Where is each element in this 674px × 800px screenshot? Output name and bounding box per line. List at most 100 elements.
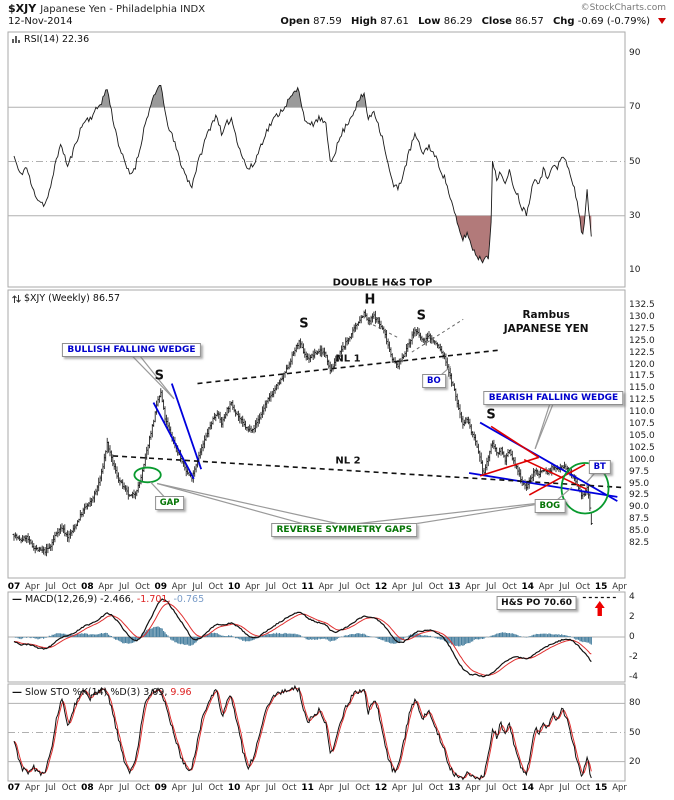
xaxis-year-label: 14	[521, 582, 535, 592]
xaxis-month-label: Oct	[502, 783, 517, 793]
ticker-name: Japanese Yen - Philadelphia INDX	[40, 4, 206, 15]
trendline-blue-1	[170, 383, 203, 470]
callout-pointer	[156, 482, 345, 526]
price-ytick: 97.5	[629, 466, 650, 477]
price-ytick: 100.0	[629, 454, 655, 465]
macd-panel-label: — MACD(12,26,9) -2.466, -1.701, -0.765	[12, 594, 204, 605]
right-shoulder-label: S	[416, 308, 427, 324]
price-ytick: 125.0	[629, 335, 655, 346]
xaxis-year-label: 09	[154, 783, 168, 793]
xaxis-month-label: Oct	[428, 783, 444, 793]
japanese-yen-label: JAPANESE YEN	[503, 323, 589, 336]
price-ytick: 82.5	[629, 538, 650, 548]
ticker-symbol: $XJY	[8, 2, 37, 15]
gap-ellipse	[133, 466, 162, 484]
rsi-ytick: 10	[629, 265, 641, 275]
trendline-black-8	[197, 349, 499, 385]
xaxis-month-label: Jul	[45, 582, 56, 592]
macd-label-segment: -1.701,	[136, 594, 171, 605]
rsi-panel-border	[7, 31, 626, 288]
xaxis-month-label: Apr	[391, 783, 407, 793]
callout-pointer	[131, 354, 175, 400]
header: $XJY Japanese Yen - Philadelphia INDX ©St…	[8, 2, 666, 15]
trendline-red-7	[528, 463, 586, 496]
left-shoulder-label: S	[299, 316, 309, 332]
price-bars	[12, 309, 593, 557]
chg-value: -0.69 (-0.79%)	[577, 16, 650, 27]
xaxis-month-label: Jul	[45, 783, 56, 793]
macd-legend-dash-icon: —	[12, 593, 22, 605]
rsi-overbought-fill	[284, 87, 302, 108]
indicator-icon	[12, 36, 20, 43]
xaxis-month-label: Jul	[192, 582, 203, 592]
xaxis-month-label: Apr	[245, 783, 260, 793]
price-ytick: 122.5	[629, 347, 655, 358]
quote-bar: Open 87.59 High 87.61 Low 86.29 Close 86…	[280, 16, 666, 27]
rsi-oversold-fill	[579, 215, 585, 234]
rsi-oversold-fill	[455, 215, 492, 263]
price-ytick: 117.5	[629, 371, 655, 382]
macd-histogram	[14, 626, 592, 647]
trendline-gray-11	[411, 318, 464, 353]
sto-label-segment: Slow STO %K(14) %D(3) 3.09,	[25, 687, 168, 698]
xaxis-month-label: Apr	[245, 582, 260, 592]
shoulder-2013-label: S	[486, 407, 496, 423]
xaxis-year-label: 10	[227, 783, 241, 793]
xaxis-year-label: 07	[7, 783, 21, 793]
high-label: High	[350, 16, 378, 27]
xaxis-month-label: Oct	[135, 783, 150, 793]
neckline-2-label: NL 2	[335, 455, 361, 467]
callout-pointer	[534, 402, 555, 449]
sto-label-segment: 9.96	[170, 687, 192, 698]
price-ytick: 90.0	[629, 502, 650, 513]
hs-po-callout: H&S PO 70.60	[496, 595, 578, 610]
copyright: ©StockCharts.com	[580, 3, 666, 13]
xaxis-year-label: 14	[521, 783, 535, 793]
xaxis-month-label: Jul	[265, 783, 277, 793]
price-panel-label: $XJY (Weekly) 86.57	[12, 293, 120, 304]
rsi-overbought-fill	[356, 93, 367, 108]
rsi-oversold-fill	[589, 215, 592, 237]
sto-legend-dash-icon: —	[12, 686, 22, 698]
trendline-red-5	[479, 456, 540, 477]
price-ytick: 115.0	[629, 383, 655, 394]
xaxis-month-label: Apr	[98, 582, 114, 592]
price-ytick: 120.0	[629, 359, 655, 370]
double-hs-top-label: DOUBLE H&S TOP	[332, 277, 433, 289]
xaxis-month-label: Apr	[171, 783, 187, 793]
xaxis-year-label: 15	[594, 582, 608, 592]
xaxis-month-label: Oct	[61, 582, 77, 592]
rsi-ytick: 50	[629, 156, 641, 167]
price-ytick: 92.5	[629, 490, 650, 501]
xaxis-year-label: 08	[81, 582, 94, 592]
price-ytick: 127.5	[629, 323, 655, 334]
price-ytick: 87.5	[629, 514, 650, 525]
xaxis-year-label: 12	[374, 783, 388, 793]
bullish-falling-wedge-callout: BULLISH FALLING WEDGE	[62, 343, 201, 358]
macd-label-segment: -0.765	[173, 594, 205, 605]
price-panel-border	[7, 289, 626, 579]
rsi-overbought-fill	[98, 89, 111, 108]
xaxis-year-label: 11	[301, 582, 314, 592]
rsi-overbought-fill	[150, 85, 165, 108]
neckline-1-label: NL 1	[335, 353, 361, 365]
xaxis-month-label: Oct	[208, 582, 224, 592]
xaxis-year-label: 07	[7, 582, 21, 592]
macd-ytick: -4	[629, 672, 638, 682]
xaxis-month-label: Apr	[24, 783, 40, 793]
xaxis-month-label: Jul	[559, 582, 570, 592]
xaxis-month-label: Apr	[98, 783, 114, 793]
bearish-falling-wedge-callout: BEARISH FALLING WEDGE	[483, 390, 624, 405]
rambus-label: Rambus	[522, 308, 570, 321]
xaxis-month-label: Oct	[575, 582, 591, 592]
xaxis-month-label: Apr	[612, 783, 627, 793]
reverse-symmetry-gaps-callout: REVERSE SYMMETRY GAPS	[271, 523, 418, 538]
xaxis-month-label: Jul	[339, 783, 350, 793]
price-ytick: 130.0	[629, 311, 655, 322]
xaxis-year-label: 10	[227, 582, 241, 592]
sto-k-line	[13, 684, 592, 781]
trendline-blue-2	[479, 421, 618, 502]
xaxis-month-label: Apr	[465, 582, 481, 592]
open-value: 87.59	[313, 16, 342, 27]
